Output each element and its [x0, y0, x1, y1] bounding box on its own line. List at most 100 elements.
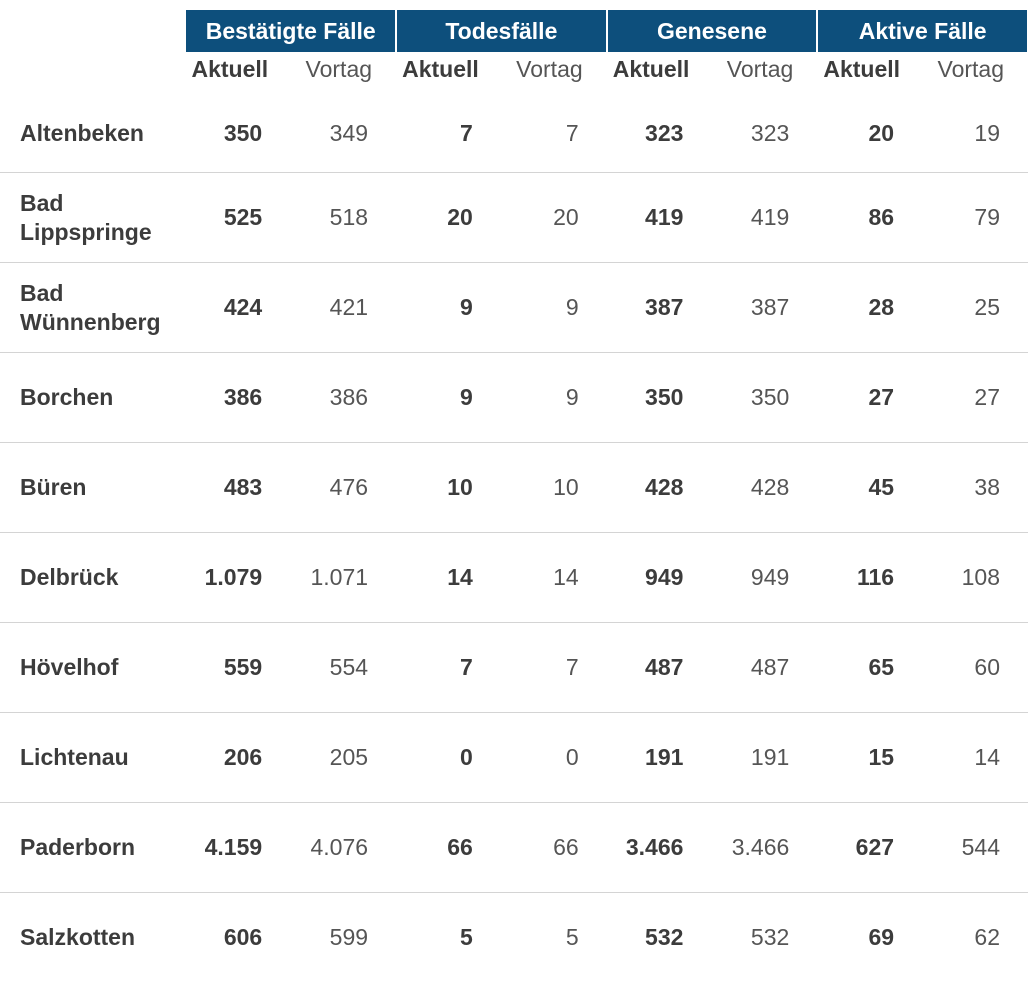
value-vortag: 14 [496, 532, 607, 623]
value-aktuell: 10 [396, 442, 497, 533]
table-row: Salzkotten 606 599 5 5 532 532 69 62 [0, 893, 1028, 983]
sub-header-empty [0, 52, 185, 94]
value-aktuell: 419 [606, 172, 708, 263]
value-vortag: 27 [918, 352, 1028, 443]
municipality-name: Lichtenau [0, 712, 186, 803]
table-row: Lichtenau 206 205 0 0 191 191 15 14 [0, 712, 1028, 803]
sub-header-aktuell: Aktuell [823, 56, 901, 82]
value-vortag: 66 [496, 802, 607, 893]
value-aktuell: 69 [868, 924, 895, 950]
table-row: Delbrück 1.079 1.071 14 14 949 949 116 108 [0, 532, 1028, 623]
value-vortag: 386 [286, 352, 397, 443]
value-vortag: 428 [707, 442, 818, 533]
value-aktuell: 65 [817, 622, 919, 713]
table-row: Hövelhof 559 554 7 7 487 487 65 60 [0, 622, 1028, 713]
value-vortag: 554 [286, 622, 397, 713]
value-vortag: 7 [496, 94, 607, 173]
value-aktuell: 949 [606, 532, 708, 623]
table-row: Borchen 386 386 9 9 350 350 27 27 [0, 352, 1028, 443]
value-vortag: 421 [286, 262, 397, 353]
value-vortag: 7 [496, 622, 607, 713]
value-aktuell: 487 [606, 622, 708, 713]
value-aktuell: 7 [396, 94, 497, 173]
group-header-genesene: Genesene [605, 0, 819, 52]
value-vortag: 79 [918, 172, 1028, 263]
value-vortag: 518 [286, 172, 397, 263]
value-vortag: 14 [918, 712, 1028, 803]
municipality-name: Büren [0, 442, 186, 533]
group-header-bestaetigte-faelle: Bestätigte Fälle [184, 0, 398, 52]
value-vortag: 191 [707, 712, 818, 803]
value-vortag: 3.466 [707, 802, 818, 893]
municipality-name: Bad Lippspringe [0, 172, 186, 263]
value-vortag: 532 [750, 924, 790, 950]
value-vortag: 9 [496, 352, 607, 443]
value-aktuell: 606 [223, 924, 263, 950]
value-aktuell: 428 [606, 442, 708, 533]
sub-header-vortag: Vortag [937, 56, 1005, 82]
value-vortag: 4.076 [286, 802, 397, 893]
value-aktuell: 5 [460, 924, 473, 950]
municipality-name: Bad Wünnenberg [0, 262, 186, 353]
group-header-row: Bestätigte Fälle Todesfälle Genesene Akt… [0, 0, 1029, 52]
municipality-name: Altenbeken [0, 94, 186, 173]
sub-header-aktuell: Aktuell [191, 56, 269, 82]
value-aktuell: 116 [817, 532, 919, 623]
value-aktuell: 206 [185, 712, 287, 803]
value-aktuell: 627 [817, 802, 919, 893]
value-aktuell: 3.466 [606, 802, 708, 893]
value-aktuell: 9 [396, 262, 497, 353]
value-vortag: 20 [496, 172, 607, 263]
value-aktuell: 191 [606, 712, 708, 803]
value-aktuell: 28 [817, 262, 919, 353]
value-aktuell: 9 [396, 352, 497, 443]
municipality-name: Paderborn [0, 802, 186, 893]
value-vortag: 349 [286, 94, 397, 173]
value-vortag: 38 [918, 442, 1028, 533]
municipality-name: Hövelhof [0, 622, 186, 713]
value-aktuell: 532 [645, 924, 684, 950]
value-vortag: 350 [707, 352, 818, 443]
value-aktuell: 386 [185, 352, 287, 443]
sub-header-vortag: Vortag [726, 56, 794, 82]
municipality-name: Salzkotten [20, 924, 136, 950]
group-header-todesfaelle: Todesfälle [395, 0, 608, 52]
value-vortag: 9 [496, 262, 607, 353]
sub-header-aktuell: Aktuell [612, 56, 690, 82]
value-vortag: 476 [286, 442, 397, 533]
table-row: Altenbeken 350 349 7 7 323 323 20 19 [0, 94, 1028, 173]
value-vortag: 544 [918, 802, 1028, 893]
value-vortag: 487 [707, 622, 818, 713]
value-aktuell: 0 [396, 712, 497, 803]
value-vortag: 949 [707, 532, 818, 623]
sub-header-vortag: Vortag [516, 56, 583, 82]
sub-header-aktuell: Aktuell [402, 56, 479, 82]
table-row: Bad Wünnenberg 424 421 9 9 387 387 28 25 [0, 262, 1028, 353]
value-aktuell: 15 [817, 712, 919, 803]
value-aktuell: 387 [606, 262, 708, 353]
value-vortag: 1.071 [286, 532, 397, 623]
value-vortag: 419 [707, 172, 818, 263]
sub-header-vortag: Vortag [305, 56, 373, 82]
table-row: Büren 483 476 10 10 428 428 45 38 [0, 442, 1028, 533]
value-vortag: 599 [329, 924, 369, 950]
value-aktuell: 14 [396, 532, 497, 623]
value-vortag: 323 [707, 94, 818, 173]
table-row: Bad Lippspringe 525 518 20 20 419 419 86 79 [0, 172, 1028, 263]
value-vortag: 60 [918, 622, 1028, 713]
municipality-name: Delbrück [0, 532, 186, 623]
sub-header-row: Aktuell Vortag Aktuell Vortag Aktuell Vo… [0, 52, 1028, 94]
name-column-header [0, 5, 186, 52]
value-aktuell: 350 [185, 94, 287, 173]
value-aktuell: 559 [185, 622, 287, 713]
value-aktuell: 20 [396, 172, 497, 263]
value-vortag: 0 [496, 712, 607, 803]
value-aktuell: 350 [606, 352, 708, 443]
value-vortag: 25 [918, 262, 1028, 353]
value-aktuell: 7 [396, 622, 497, 713]
value-aktuell: 1.079 [185, 532, 287, 623]
value-vortag: 10 [496, 442, 607, 533]
municipality-name: Borchen [0, 352, 186, 443]
